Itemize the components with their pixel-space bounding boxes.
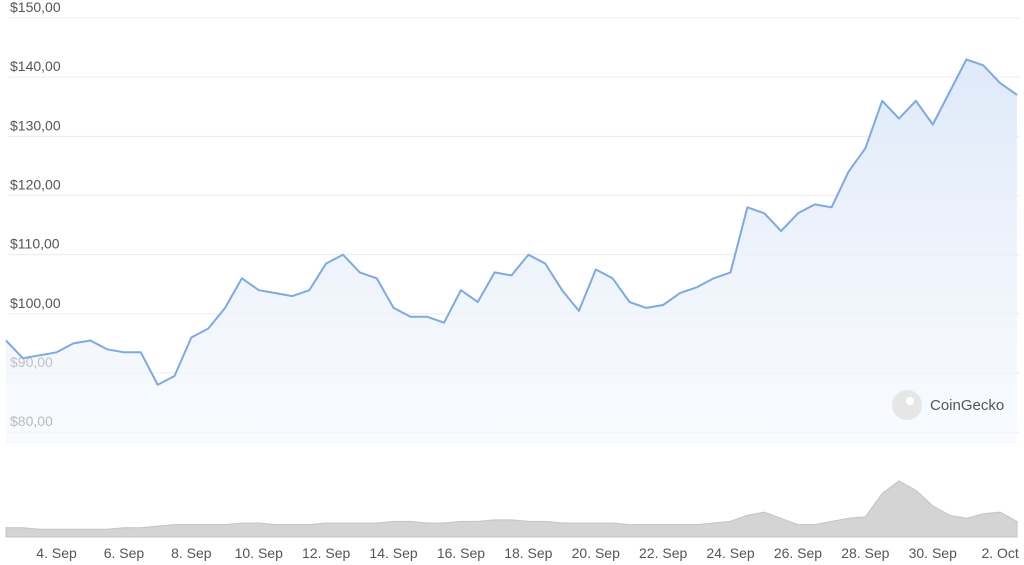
x-tick-label: 16. Sep	[437, 545, 485, 561]
x-tick-label: 8. Sep	[171, 545, 212, 561]
y-tick-label: $120,00	[10, 177, 61, 193]
y-tick-label: $140,00	[10, 58, 61, 74]
y-tick-label: $100,00	[10, 295, 61, 311]
x-tick-label: 26. Sep	[774, 545, 822, 561]
x-tick-label: 2. Oct	[981, 545, 1018, 561]
x-tick-label: 28. Sep	[841, 545, 889, 561]
x-tick-label: 20. Sep	[572, 545, 620, 561]
x-tick-label: 6. Sep	[104, 545, 145, 561]
x-tick-label: 4. Sep	[36, 545, 77, 561]
price-line	[5, 58, 1018, 386]
watermark-icon-eye	[906, 397, 914, 405]
x-tick-label: 14. Sep	[369, 545, 417, 561]
y-tick-label: $110,00	[10, 236, 60, 252]
volume-area	[5, 480, 1018, 538]
watermark-icon	[892, 390, 922, 420]
x-tick-label: 24. Sep	[706, 545, 754, 561]
y-tick-label: $150,00	[10, 0, 61, 15]
watermark-text: CoinGecko	[930, 397, 1004, 414]
x-tick-label: 12. Sep	[302, 545, 350, 561]
x-tick-label: 10. Sep	[235, 545, 283, 561]
x-tick-label: 22. Sep	[639, 545, 687, 561]
x-tick-label: 18. Sep	[504, 545, 552, 561]
watermark: CoinGecko	[892, 390, 1004, 420]
y-tick-label: $130,00	[10, 117, 61, 133]
x-tick-label: 30. Sep	[909, 545, 957, 561]
price-area	[6, 59, 1017, 445]
